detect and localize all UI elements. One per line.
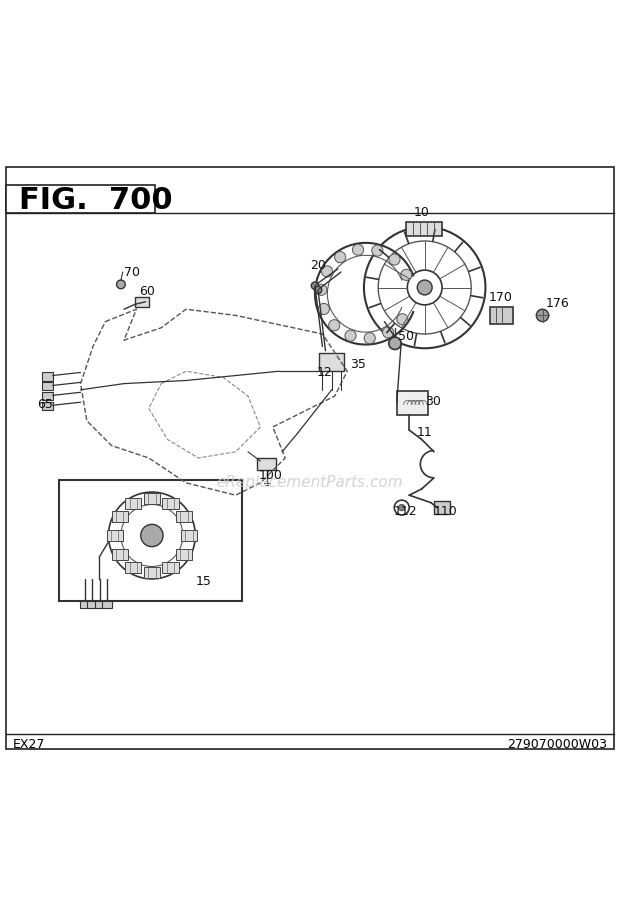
Text: 30: 30 [425,396,441,409]
Circle shape [318,303,329,314]
Text: 12: 12 [316,366,332,379]
Bar [176,549,192,560]
Circle shape [372,245,383,256]
Bar [125,497,141,509]
FancyBboxPatch shape [406,223,442,236]
Circle shape [314,287,322,294]
Text: 10: 10 [414,206,430,219]
Bar [42,402,53,410]
Bar [162,497,179,509]
Bar [102,601,112,608]
Circle shape [364,333,375,344]
Text: 35: 35 [350,358,366,371]
Bar [87,601,97,608]
Circle shape [352,245,363,256]
Bar [6,185,155,213]
Circle shape [117,280,125,289]
Text: 279070000W03: 279070000W03 [508,738,608,751]
Text: 60: 60 [140,285,156,298]
Text: 20: 20 [310,259,326,272]
Bar [112,511,128,522]
Circle shape [311,282,319,289]
Bar [319,353,344,371]
Text: FIG.  700: FIG. 700 [19,186,172,214]
Circle shape [322,266,333,277]
Bar [95,601,105,608]
Bar [59,480,242,601]
Bar [490,307,513,324]
Bar [42,373,53,380]
Circle shape [389,337,401,350]
Bar [107,530,123,541]
Text: 11: 11 [417,427,432,440]
Bar [112,549,128,560]
Circle shape [417,280,432,295]
Bar [162,562,179,573]
Text: 112: 112 [394,505,417,518]
Text: 170: 170 [489,291,513,304]
Text: 100: 100 [259,469,283,482]
Bar [257,458,276,471]
Circle shape [389,254,400,265]
Bar [125,562,141,573]
Circle shape [399,505,405,511]
Circle shape [335,252,346,263]
Text: eReplacementParts.com: eReplacementParts.com [216,475,404,490]
Circle shape [383,327,394,338]
Circle shape [536,310,549,322]
Bar [42,382,53,390]
Bar [176,511,192,522]
Circle shape [401,269,412,280]
Circle shape [316,284,327,295]
Text: 176: 176 [546,298,569,311]
Text: 65: 65 [37,398,53,411]
Text: 110: 110 [434,505,458,518]
Bar [80,601,90,608]
Bar [181,530,197,541]
Bar [42,392,53,400]
Bar [434,501,450,514]
Circle shape [141,524,163,547]
Text: 70: 70 [124,267,140,279]
Text: EX27: EX27 [12,738,45,751]
Text: 15: 15 [195,575,211,588]
Circle shape [329,320,340,331]
Bar [135,298,149,308]
Bar [144,493,160,504]
Circle shape [397,313,408,325]
Circle shape [345,330,356,342]
Bar [397,391,428,415]
Bar [144,567,160,578]
Text: 50: 50 [398,331,414,344]
